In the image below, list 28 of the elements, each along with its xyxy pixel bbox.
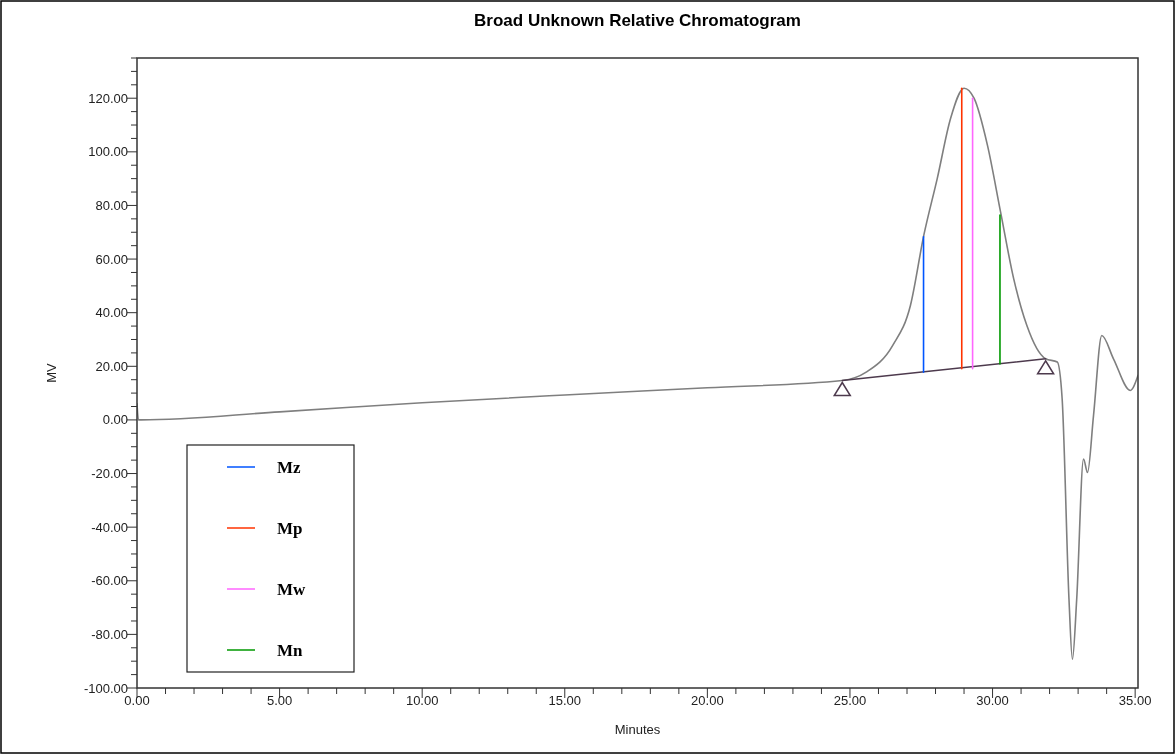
line-series bbox=[137, 87, 1138, 661]
legend-label: Mp bbox=[277, 519, 303, 538]
y-tick-label: 100.00 bbox=[88, 144, 128, 160]
y-tick-label: 0.00 bbox=[102, 412, 128, 428]
x-tick-label: 5.00 bbox=[266, 693, 293, 708]
x-tick-label: 15.00 bbox=[548, 693, 582, 708]
y-tick-label: 60.00 bbox=[95, 251, 128, 267]
legend-label: Mn bbox=[277, 641, 304, 660]
y-tick-label: 40.00 bbox=[95, 305, 128, 321]
y-tick-label: -80.00 bbox=[91, 626, 128, 642]
x-tick-label: 35.00 bbox=[1118, 693, 1152, 708]
x-tick-label: 0.00 bbox=[124, 693, 150, 708]
y-tick-label: 20.00 bbox=[95, 358, 128, 374]
x-tick-label: 25.00 bbox=[833, 693, 867, 708]
x-tick-label: 10.00 bbox=[405, 693, 439, 708]
y-tick-label: 80.00 bbox=[95, 197, 128, 213]
y-tick-label: -40.00 bbox=[91, 519, 128, 535]
chart-title: Broad Unknown Relative Chromatogram bbox=[474, 11, 801, 30]
y-tick-label: -100.00 bbox=[83, 680, 128, 696]
x-axis-title: Minutes bbox=[614, 722, 661, 737]
y-axis-title: MV bbox=[44, 362, 59, 383]
y-tick-label: -20.00 bbox=[91, 466, 128, 482]
legend-label: Mw bbox=[277, 580, 307, 599]
x-tick-label: 20.00 bbox=[691, 693, 724, 708]
y-tick-label: -60.00 bbox=[91, 573, 128, 589]
legend-label: Mz bbox=[277, 458, 302, 477]
x-tick-label: 30.00 bbox=[976, 693, 1009, 708]
y-tick-label: 120.00 bbox=[88, 90, 128, 106]
